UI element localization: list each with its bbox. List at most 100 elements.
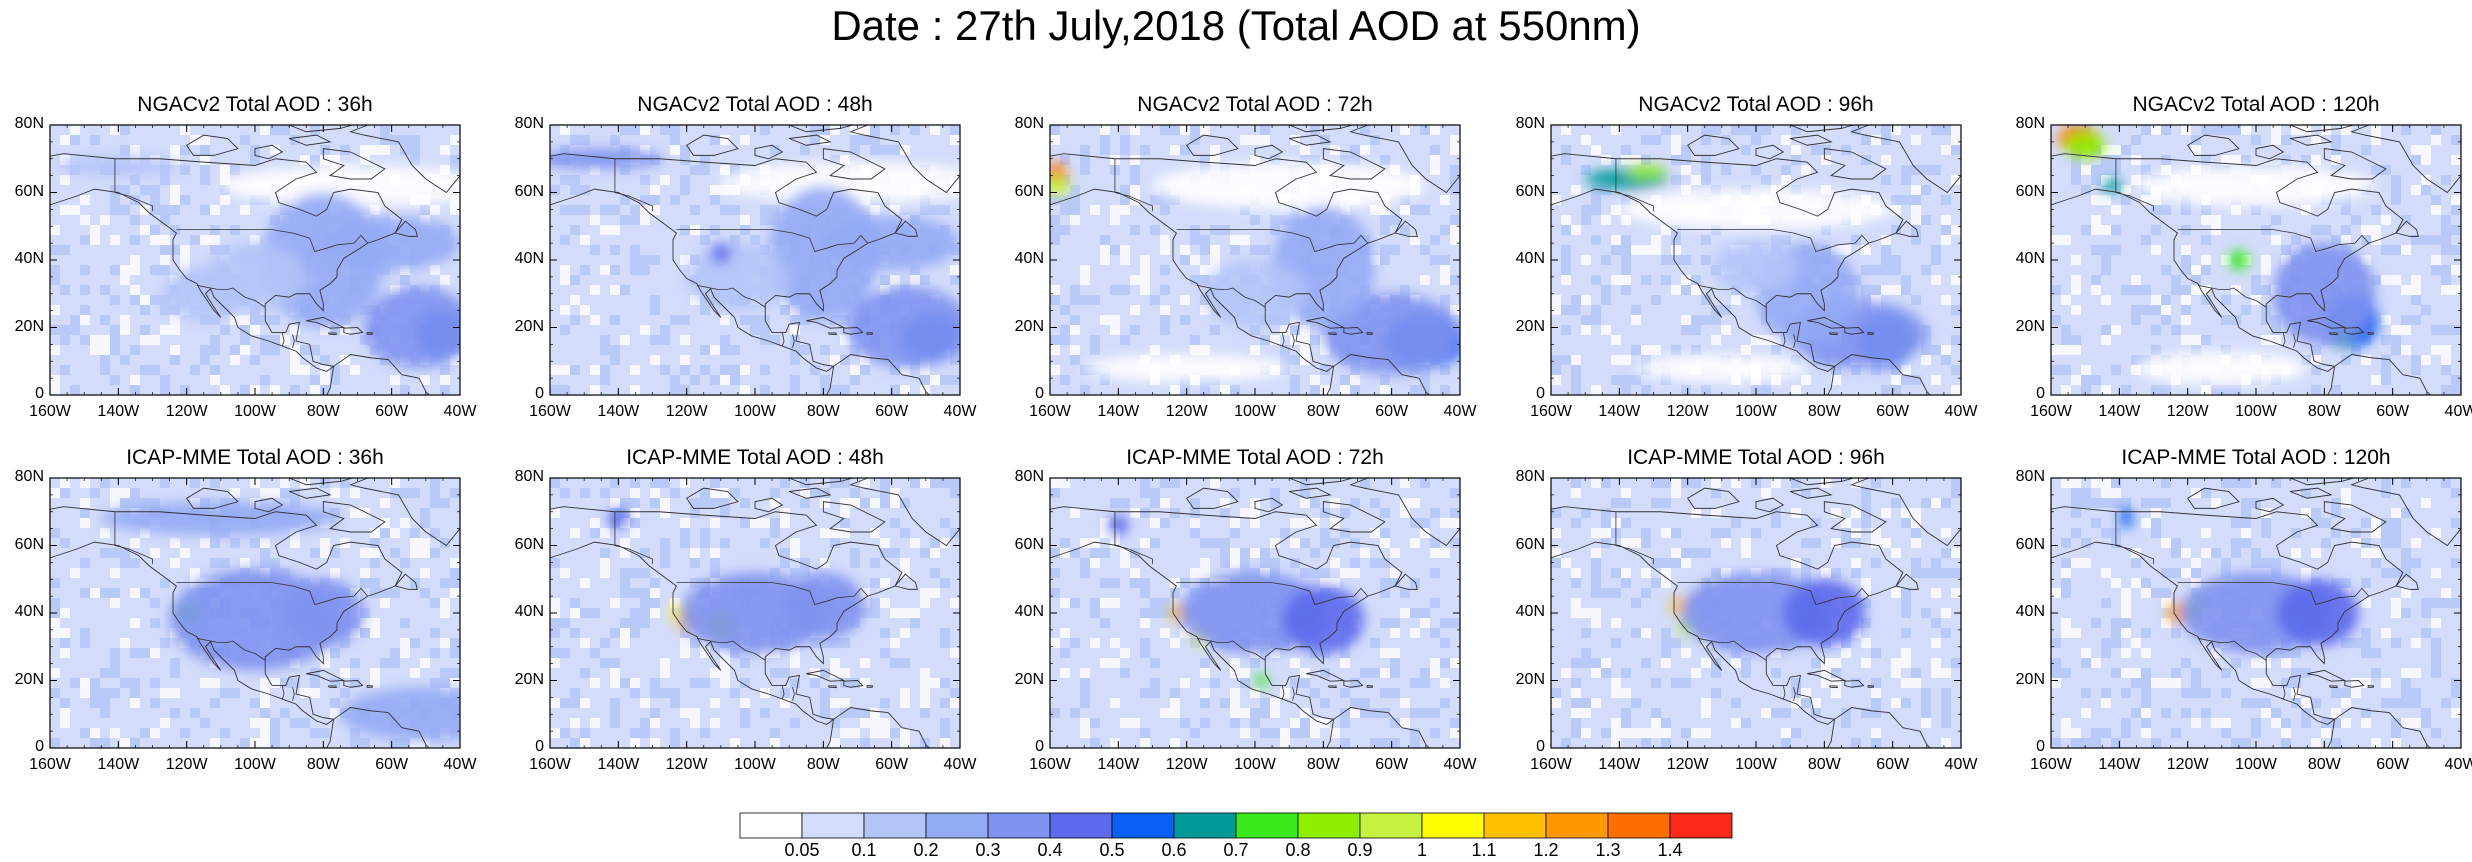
coastline bbox=[1790, 487, 1833, 499]
country-border bbox=[196, 284, 266, 308]
coastline bbox=[306, 316, 346, 329]
coastline bbox=[1551, 506, 1904, 725]
lon-tick-label: 160W bbox=[529, 403, 571, 420]
coastline bbox=[1394, 573, 1418, 590]
lon-tick-label: 120W bbox=[165, 756, 208, 773]
country-border bbox=[2282, 332, 2286, 347]
country-border bbox=[114, 158, 153, 212]
coastline bbox=[1254, 144, 1284, 160]
coastline bbox=[1788, 478, 1856, 486]
aod-plume bbox=[1626, 165, 1668, 179]
lon-tick-label: 140W bbox=[97, 403, 140, 420]
coastline bbox=[349, 125, 460, 194]
panel-title: ICAP-MME Total AOD : 36h bbox=[126, 446, 384, 469]
coastline bbox=[1687, 487, 1740, 509]
coastline bbox=[2327, 707, 2431, 748]
coastline bbox=[1867, 332, 1875, 335]
colorbar-swatch bbox=[863, 812, 927, 839]
aod-plume bbox=[2136, 165, 2376, 206]
country-border bbox=[1114, 511, 1153, 565]
lon-tick-label: 60W bbox=[375, 403, 409, 420]
aod-map-panel bbox=[49, 477, 461, 749]
lon-tick-label: 160W bbox=[29, 756, 71, 773]
coastline bbox=[787, 125, 855, 133]
lat-tick-label: 40N bbox=[514, 250, 544, 267]
lon-tick-label: 120W bbox=[2166, 403, 2209, 420]
lon-tick-label: 80W bbox=[306, 403, 340, 420]
coastline bbox=[349, 478, 460, 547]
colorbar-swatch bbox=[1297, 812, 1361, 839]
lon-tick-label: 80W bbox=[1807, 756, 1841, 773]
country-border bbox=[781, 685, 785, 700]
aod-plume bbox=[2064, 131, 2106, 159]
lat-tick-label: 60N bbox=[1014, 535, 1044, 553]
panel-title: ICAP-MME Total AOD : 120h bbox=[2121, 446, 2391, 469]
lon-tick-label: 60W bbox=[1375, 403, 1409, 420]
coastline bbox=[1327, 332, 1337, 336]
coastline bbox=[827, 332, 837, 336]
coastline bbox=[1755, 144, 1785, 160]
aod-plume bbox=[340, 687, 460, 742]
lat-tick-label: 40N bbox=[514, 603, 544, 620]
lon-tick-label: 100W bbox=[1234, 403, 1276, 420]
aod-map-panel bbox=[549, 124, 961, 396]
coastline bbox=[2051, 506, 2404, 725]
lon-tick-label: 140W bbox=[1097, 756, 1140, 773]
country-border bbox=[1677, 582, 1870, 606]
colorbar-label: 0.8 bbox=[1285, 840, 1311, 860]
lat-tick-label: 0 bbox=[1035, 738, 1044, 755]
coastline bbox=[822, 501, 886, 533]
country-border bbox=[196, 637, 266, 661]
main-title: Date : 27th July,2018 (Total AOD at 550n… bbox=[831, 2, 1641, 49]
coastline bbox=[2327, 354, 2431, 395]
lat-tick-label: 20N bbox=[2015, 317, 2045, 335]
coastline bbox=[1349, 125, 1460, 194]
colorbar-label: 0.2 bbox=[913, 840, 939, 860]
coastline bbox=[789, 134, 832, 146]
coastline bbox=[1844, 327, 1865, 335]
coastline bbox=[827, 685, 837, 689]
country-border bbox=[292, 687, 295, 701]
lon-tick-label: 120W bbox=[165, 403, 208, 420]
coastline bbox=[1306, 669, 1346, 682]
aod-map-panel bbox=[1550, 124, 1962, 396]
country-border bbox=[1793, 334, 1796, 348]
lon-tick-label: 40W bbox=[1443, 403, 1477, 420]
colorbar-label: 0.4 bbox=[1037, 840, 1063, 860]
lat-tick-label: 40N bbox=[14, 603, 44, 620]
coastline bbox=[327, 685, 337, 689]
country-border bbox=[1615, 158, 1654, 212]
aod-plume bbox=[1282, 586, 1365, 654]
coastline bbox=[754, 144, 784, 160]
country-border bbox=[1292, 334, 1295, 348]
colorbar-swatch bbox=[1483, 812, 1547, 839]
coastline bbox=[1343, 327, 1364, 335]
coastline bbox=[327, 332, 337, 336]
coastline bbox=[1895, 573, 1919, 590]
coastline bbox=[1790, 134, 1833, 146]
aod-plume bbox=[2228, 249, 2250, 271]
country-border bbox=[781, 332, 785, 347]
lat-tick-label: 40N bbox=[2015, 603, 2045, 620]
lat-tick-label: 20N bbox=[14, 670, 44, 688]
lat-tick-label: 0 bbox=[535, 738, 544, 755]
coastline bbox=[2367, 332, 2375, 335]
coastline bbox=[849, 125, 960, 194]
aod-plume bbox=[1203, 260, 1307, 328]
country-border bbox=[614, 158, 653, 212]
lat-tick-label: 60N bbox=[2015, 535, 2045, 553]
coastline bbox=[843, 680, 864, 688]
country-border bbox=[696, 284, 766, 308]
aod-field-texture bbox=[1551, 478, 1961, 748]
lon-tick-label: 140W bbox=[597, 403, 640, 420]
lon-tick-label: 80W bbox=[1306, 756, 1340, 773]
colorbar-label: 0.5 bbox=[1099, 840, 1125, 860]
aod-plume bbox=[2273, 243, 2376, 345]
aod-plume bbox=[1050, 175, 1071, 196]
lon-tick-label: 60W bbox=[2376, 403, 2410, 420]
lon-tick-label: 120W bbox=[1165, 756, 1208, 773]
country-border bbox=[1782, 332, 1786, 347]
coastline bbox=[1186, 134, 1239, 156]
lat-tick-label: 80N bbox=[14, 468, 44, 485]
